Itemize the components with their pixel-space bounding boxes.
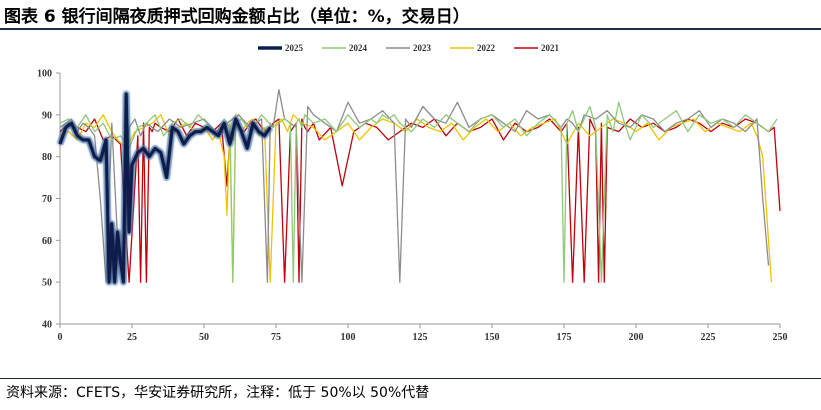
x-tick-label: 50 [199, 332, 209, 343]
y-tick-label: 70 [42, 194, 52, 205]
x-tick-label: 225 [701, 332, 716, 343]
series-line-2021 [59, 114, 781, 283]
chart-title: 图表 6 银行间隔夜质押式回购金额占比（单位：%，交易日） [4, 7, 470, 27]
y-tick-label: 40 [42, 320, 52, 331]
legend: 2025 2024 2023 2022 2021 [258, 43, 560, 53]
y-tick-label: 80 [42, 152, 52, 163]
x-tick-label: 125 [413, 332, 428, 343]
series-line-2024 [59, 101, 778, 283]
legend-label-2021: 2021 [541, 43, 560, 53]
x-tick-label: 100 [341, 332, 356, 343]
legend-label-2024: 2024 [349, 43, 368, 53]
y-tick-label: 100 [37, 69, 52, 80]
x-tick-label: 250 [773, 332, 788, 343]
legend-label-2022: 2022 [477, 43, 496, 53]
x-axis: 0 25 50 75 100 125 150 175 200 225 250 [58, 323, 788, 343]
legend-label-2025: 2025 [285, 43, 304, 53]
x-tick-label: 0 [58, 332, 63, 343]
x-tick-label: 25 [127, 332, 137, 343]
x-tick-label: 175 [557, 332, 572, 343]
y-tick-label: 90 [42, 110, 52, 121]
x-tick-label: 200 [629, 332, 644, 343]
series-line-2023 [59, 89, 770, 283]
source-divider [0, 378, 821, 379]
series-line-2022 [59, 114, 773, 283]
source-note: 资料来源：CFETS，华安证券研究所，注释：低于 50%以 50%代替 [6, 385, 430, 401]
x-tick-label: 150 [485, 332, 500, 343]
y-tick-label: 60 [42, 236, 52, 247]
title-divider [0, 28, 821, 30]
line-chart: 2025 2024 2023 2022 2021 40 50 60 70 80 90 100 0 25… [37, 43, 788, 343]
series-line-2025 [58, 92, 272, 284]
x-tick-label: 75 [271, 332, 281, 343]
y-axis: 40 50 60 70 80 90 100 [37, 69, 61, 331]
y-tick-label: 50 [42, 278, 52, 289]
legend-label-2023: 2023 [413, 43, 432, 53]
plot-area [56, 89, 781, 286]
